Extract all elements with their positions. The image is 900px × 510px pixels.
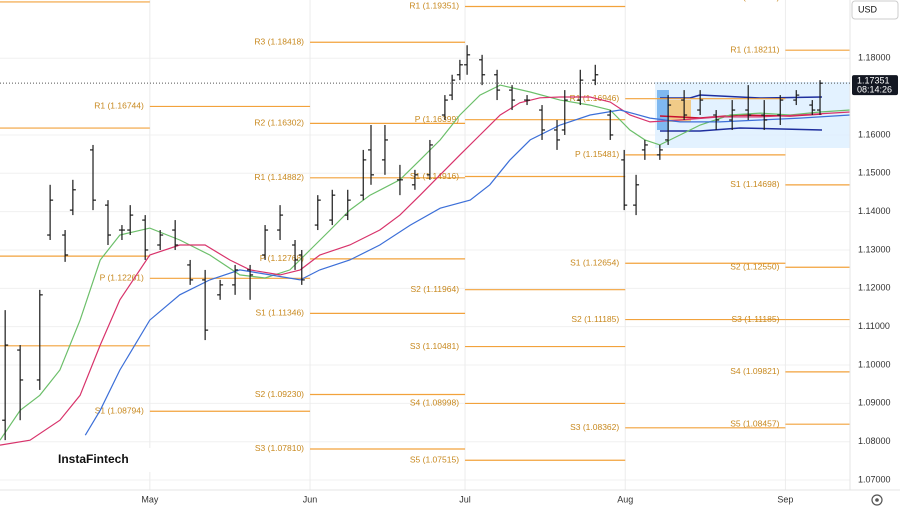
- x-tick-label: Sep: [777, 494, 793, 504]
- settings-icon[interactable]: [875, 498, 879, 502]
- moving-averages: [0, 84, 851, 446]
- y-tick-label: 1.15000: [858, 168, 891, 178]
- pivot-label: S3 (1.11185): [732, 314, 780, 324]
- pivot-label: R2 (1.19576): [730, 0, 780, 2]
- last-price-label: 1.17351: [857, 76, 890, 86]
- pivot-label: P (1.16399): [415, 114, 459, 124]
- pivot-label: S4 (1.08998): [410, 398, 459, 408]
- pivot-label: R2 (1.16302): [254, 118, 304, 128]
- pivot-label: R1 (1.14882): [254, 172, 304, 182]
- pivot-label: S1 (1.08794): [95, 405, 144, 415]
- y-tick-label: 1.10000: [858, 359, 891, 369]
- y-tick-label: 1.09000: [858, 398, 891, 408]
- moving-average: [0, 84, 851, 441]
- currency-box[interactable]: [851, 0, 899, 20]
- pivot-label: P (1.15481): [575, 149, 619, 159]
- x-tick-label: Jun: [303, 494, 318, 504]
- y-tick-label: 1.13000: [858, 244, 891, 254]
- y-tick-label: 1.14000: [858, 206, 891, 216]
- profile-bars: [657, 90, 669, 130]
- pivot-label: S1 (1.11346): [256, 308, 305, 318]
- y-tick-label: 1.18000: [858, 53, 891, 63]
- pivot-label: R1 (1.18211): [730, 44, 779, 54]
- last-price-box: [852, 75, 898, 96]
- y-tick-label: 1.07000: [858, 474, 891, 484]
- settings-icon[interactable]: [871, 494, 883, 506]
- y-tick-label: 1.16000: [858, 129, 891, 139]
- moving-average: [84, 109, 851, 436]
- pivot-label: P (1.12261): [100, 273, 144, 283]
- pivot-label: S3 (1.07810): [255, 443, 304, 453]
- pivot-label: S1 (1.12654): [570, 258, 619, 268]
- pivot-label: S2 (1.11185): [571, 314, 619, 324]
- settings-icon[interactable]: [871, 494, 883, 506]
- pivot-label: S5 (1.08457): [730, 418, 779, 428]
- pivot-levels: R1 (1.16744) P (1.12261) S1 (1.08794) R3 (1…: [0, 0, 850, 465]
- pivot-label: S2 (1.09230): [255, 389, 304, 399]
- countdown-label: 08:14:26: [857, 85, 892, 95]
- pivot-label: S4 (1.09821): [730, 366, 779, 376]
- pivot-label: S1 (1.14698): [730, 179, 779, 189]
- pivot-label: S2 (1.12550): [730, 261, 779, 271]
- axes: 1.07000 1.08000 1.09000 1.10000 1.11000 1.120…: [0, 53, 898, 504]
- pivot-label: R1 (1.19351): [409, 1, 459, 11]
- watermark: InstaFintech: [58, 452, 129, 466]
- x-tick-label: May: [141, 494, 159, 504]
- pivot-label: P (1.12768): [260, 253, 304, 263]
- watermark-bg: [54, 448, 152, 472]
- pivot-label: S2 (1.11964): [411, 284, 460, 294]
- pivot-label: S1 (1.14916): [410, 171, 459, 181]
- y-tick-label: 1.11000: [858, 321, 890, 331]
- price-bars: [2, 45, 824, 441]
- currency[interactable]: USD: [858, 4, 878, 14]
- grid: [0, 0, 850, 490]
- y-tick-label: 1.08000: [858, 436, 891, 446]
- y-tick-label: 1.12000: [858, 283, 891, 293]
- profile-bars: [669, 100, 691, 122]
- x-tick-label: Jul: [459, 494, 471, 504]
- pivot-label: S5 (1.07515): [410, 455, 459, 465]
- pivot-label: S3 (1.10481): [410, 341, 459, 351]
- pivot-label: R3 (1.18418): [254, 37, 304, 47]
- moving-average: [0, 96, 851, 446]
- x-tick-label: Aug: [617, 494, 633, 504]
- range-line: [660, 127, 823, 132]
- pivot-label: R1 (1.16744): [94, 101, 144, 111]
- pivot-label: S3 (1.08362): [570, 422, 619, 432]
